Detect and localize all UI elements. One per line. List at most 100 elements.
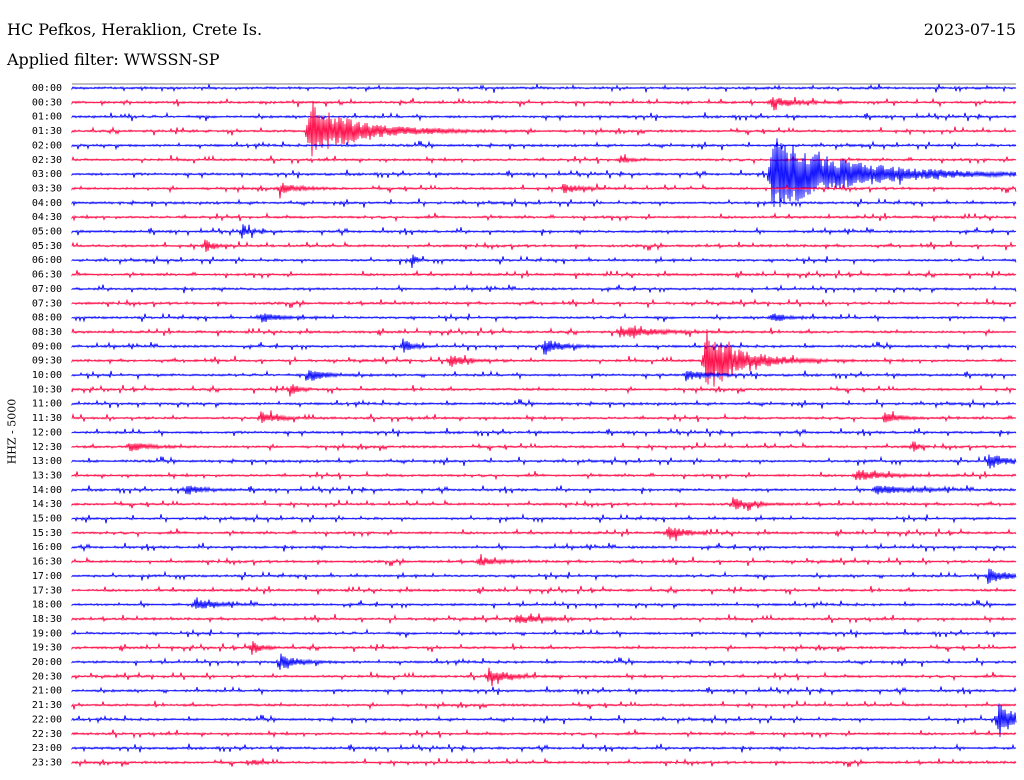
- seismic-trace: [71, 743, 1017, 754]
- time-tick-label: 06:00: [32, 255, 62, 266]
- time-tick-label: 18:00: [32, 600, 62, 611]
- time-tick-label: 08:00: [32, 313, 62, 324]
- seismic-trace: [71, 154, 1017, 165]
- seismic-trace: [71, 554, 1017, 567]
- time-tick-label: 11:30: [32, 413, 62, 424]
- seismic-trace: [71, 703, 1017, 737]
- time-tick-label: 19:00: [32, 628, 62, 639]
- seismic-trace: [71, 182, 1017, 199]
- seismic-trace: [71, 667, 1017, 687]
- time-tick-label: 07:30: [32, 298, 62, 309]
- seismic-trace: [71, 398, 1017, 409]
- time-tick-label: 16:00: [32, 542, 62, 553]
- seismic-trace: [71, 542, 1017, 553]
- time-tick-label: 02:00: [32, 140, 62, 151]
- time-tick-label: 22:30: [32, 729, 62, 740]
- time-tick-label: 09:00: [32, 341, 62, 352]
- time-tick-label: 15:30: [32, 528, 62, 539]
- time-tick-label: 03:30: [32, 183, 62, 194]
- seismic-trace: [71, 138, 1017, 208]
- time-tick-label: 13:00: [32, 456, 62, 467]
- seismic-trace: [71, 239, 1017, 253]
- seismic-trace: [71, 197, 1017, 208]
- time-tick-label: 23:30: [32, 757, 62, 768]
- time-tick-label: 00:00: [32, 83, 62, 94]
- seismic-trace: [71, 641, 1017, 655]
- time-tick-label: 08:30: [32, 327, 62, 338]
- seismic-trace: [71, 497, 1017, 511]
- time-tick-label: 13:30: [32, 470, 62, 481]
- seismic-trace: [71, 410, 1017, 424]
- seismic-trace: [71, 653, 1017, 670]
- seismic-trace: [71, 312, 1017, 323]
- seismic-trace: [71, 369, 1017, 382]
- seismic-trace: [71, 140, 1017, 151]
- seismic-trace: [71, 568, 1017, 584]
- seismic-trace: [71, 441, 1017, 452]
- time-tick-label: 02:30: [32, 155, 62, 166]
- seismic-trace: [71, 111, 1017, 122]
- time-tick-label: 20:30: [32, 671, 62, 682]
- station-title: HC Pefkos, Heraklion, Crete Is.: [7, 20, 263, 39]
- time-tick-label: 03:00: [32, 169, 62, 180]
- seismic-trace: [71, 699, 1017, 711]
- seismic-trace: [71, 585, 1017, 596]
- time-tick-label: 15:00: [32, 514, 62, 525]
- time-tick-label: 16:30: [32, 557, 62, 568]
- time-tick-label: 00:30: [32, 97, 62, 108]
- seismic-trace: [71, 298, 1017, 309]
- time-tick-label: 22:00: [32, 714, 62, 725]
- time-tick-label: 11:00: [32, 399, 62, 410]
- time-tick-label: 04:00: [32, 198, 62, 209]
- time-tick-label: 17:30: [32, 585, 62, 596]
- time-tick-label: 01:00: [32, 112, 62, 123]
- time-tick-label: 12:30: [32, 442, 62, 453]
- seismic-trace: [71, 613, 1017, 625]
- time-tick-label: 20:00: [32, 657, 62, 668]
- time-tick-label: 21:00: [32, 686, 62, 697]
- seismic-trace: [71, 224, 1017, 239]
- seismic-trace: [71, 269, 1017, 280]
- seismic-trace: [71, 454, 1017, 469]
- seismic-trace: [71, 212, 1017, 223]
- seismic-trace: [71, 83, 1017, 93]
- seismic-trace: [71, 470, 1017, 481]
- seismic-trace: [71, 484, 1017, 496]
- time-tick-label: 17:00: [32, 571, 62, 582]
- seismic-trace: [71, 96, 1017, 111]
- time-tick-label: 12:00: [32, 427, 62, 438]
- seismic-trace: [71, 338, 1017, 355]
- date-label: 2023-07-15: [923, 20, 1016, 39]
- seismic-trace: [71, 101, 1017, 157]
- seismic-trace: [71, 254, 1017, 269]
- time-tick-label: 01:30: [32, 126, 62, 137]
- time-tick-label: 10:00: [32, 370, 62, 381]
- seismic-trace: [71, 283, 1017, 294]
- time-tick-label: 10:30: [32, 384, 62, 395]
- seismic-trace: [71, 728, 1017, 739]
- time-tick-label: 23:00: [32, 743, 62, 754]
- seismic-trace: [71, 384, 1017, 397]
- seismic-trace: [71, 757, 1017, 768]
- time-tick-label: 05:30: [32, 241, 62, 252]
- time-tick-label: 05:00: [32, 227, 62, 238]
- time-tick-label: 19:30: [32, 643, 62, 654]
- time-tick-label: 06:30: [32, 270, 62, 281]
- time-tick-label: 07:00: [32, 284, 62, 295]
- seismic-trace: [71, 513, 1017, 524]
- time-tick-label: 14:30: [32, 499, 62, 510]
- time-tick-label: 18:30: [32, 614, 62, 625]
- seismic-trace: [71, 628, 1017, 639]
- seismic-trace: [71, 526, 1017, 542]
- seismic-trace: [71, 685, 1017, 696]
- seismic-trace: [71, 325, 1017, 339]
- time-tick-label: 14:00: [32, 485, 62, 496]
- time-tick-label: 21:30: [32, 700, 62, 711]
- time-tick-label: 09:30: [32, 356, 62, 367]
- filter-label: Applied filter: WWSSN-SP: [7, 50, 220, 69]
- seismic-trace: [71, 329, 1017, 387]
- time-tick-label: 04:30: [32, 212, 62, 223]
- seismic-trace: [71, 427, 1017, 438]
- seismic-trace: [71, 597, 1017, 610]
